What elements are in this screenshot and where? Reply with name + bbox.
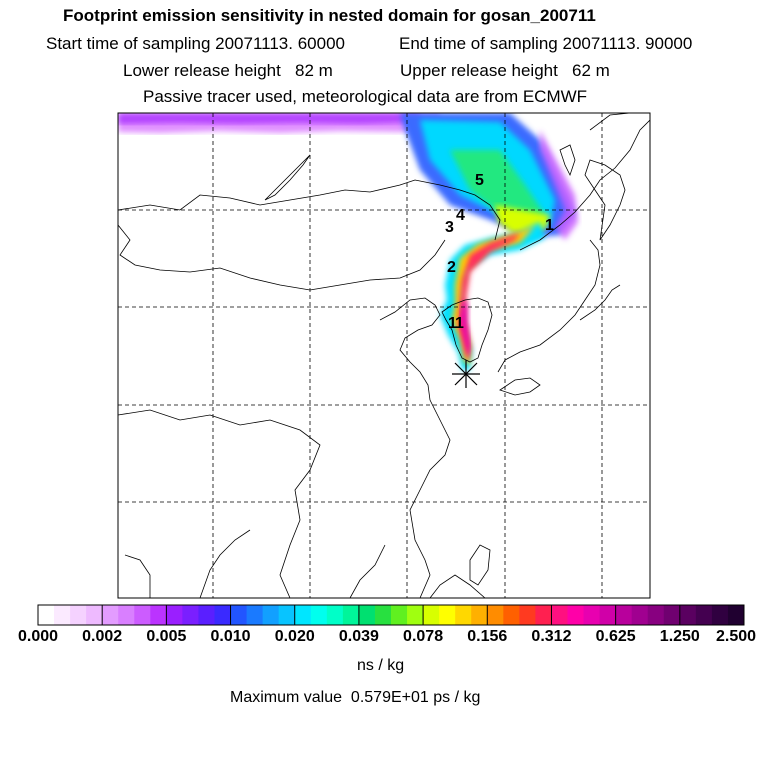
colorbar-segment: [166, 605, 183, 625]
colorbar-segment: [551, 605, 568, 625]
colorbar-segment: [262, 605, 280, 625]
coastlines: [118, 113, 650, 598]
colorbar-segment: [198, 605, 215, 625]
colorbar-segment: [134, 605, 151, 625]
colorbar-unit: ns / kg: [357, 657, 405, 674]
graticule: [118, 113, 650, 598]
trajectory-label: 1: [455, 315, 464, 332]
colorbar-frame: [37, 604, 745, 626]
lower-release-label: Lower release height 82 m: [123, 61, 333, 80]
map-title: Footprint emission sensitivity in nested…: [63, 6, 596, 25]
colorbar-segment: [423, 605, 440, 625]
colorbar-segment: [711, 605, 729, 625]
trajectory-label: 5: [475, 172, 484, 189]
start-time-label: Start time of sampling 20071113. 60000: [46, 34, 345, 53]
colorbar-segment: [358, 605, 376, 625]
colorbar-segment: [583, 605, 601, 625]
colorbar-segment: [439, 605, 456, 625]
colorbar-tick-label: 0.005: [146, 628, 187, 645]
colorbar-segment: [326, 605, 344, 625]
colorbar-segment: [727, 605, 745, 625]
trajectory-label: 3: [445, 219, 454, 236]
trajectory-label: 2: [447, 259, 456, 276]
colorbar-segment: [150, 605, 167, 625]
colorbar-segment: [455, 605, 472, 625]
colorbar-segment: [70, 605, 87, 625]
colorbar-segment: [535, 605, 552, 625]
colorbar-tick-label: 0.312: [531, 628, 572, 645]
trajectory-label: 1: [545, 217, 554, 234]
colorbar-segment: [38, 605, 55, 625]
colorbar-tick-label: 2.500: [715, 628, 757, 645]
max-value-label: Maximum value 0.579E+01 ps / kg: [230, 689, 481, 706]
trajectory-label: 4: [456, 207, 465, 224]
colorbar-segment: [599, 605, 617, 625]
colorbar-segment: [374, 605, 392, 625]
colorbar-segment: [503, 605, 520, 625]
colorbar-tick-label: 0.002: [82, 628, 123, 645]
colorbar-segment: [631, 605, 649, 625]
colorbar-segment: [118, 605, 135, 625]
colorbar-segment: [278, 605, 296, 625]
colorbar-segment: [407, 605, 424, 625]
colorbar-tick-label: 0.000: [17, 628, 59, 645]
tracer-note: Passive tracer used, meteorological data…: [143, 87, 588, 106]
colorbar-segment: [471, 605, 488, 625]
trajectory-label: 1: [448, 315, 457, 332]
colorbar-segment: [246, 605, 264, 625]
colorbar-tick-label: 0.625: [595, 628, 636, 645]
colorbar-tick-label: 0.078: [403, 628, 444, 645]
colorbar-tick-label: 0.010: [210, 628, 251, 645]
colorbar-tick-label: 0.020: [274, 628, 315, 645]
colorbar-segment: [230, 605, 248, 625]
colorbar-segment: [695, 605, 713, 625]
colorbar: [37, 604, 745, 626]
colorbar-segment: [310, 605, 328, 625]
colorbar-segment: [663, 605, 681, 625]
colorbar-segment: [567, 605, 585, 625]
colorbar-segment: [182, 605, 199, 625]
colorbar-segment: [86, 605, 103, 625]
colorbar-segment: [487, 605, 504, 625]
colorbar-segment: [391, 605, 408, 625]
colorbar-segment: [615, 605, 633, 625]
colorbar-tick-label: 0.156: [467, 628, 508, 645]
map-frame: [117, 112, 651, 599]
colorbar-segment: [294, 605, 312, 625]
end-time-label: End time of sampling 20071113. 90000: [399, 34, 693, 53]
colorbar-tick-label: 1.250: [659, 628, 700, 645]
colorbar-segment: [214, 605, 232, 625]
upper-release-label: Upper release height 62 m: [400, 61, 610, 80]
colorbar-segment: [519, 605, 536, 625]
colorbar-segment: [679, 605, 697, 625]
colorbar-segment: [342, 605, 360, 625]
colorbar-segment: [102, 605, 119, 625]
colorbar-segment: [647, 605, 665, 625]
colorbar-tick-label: 0.039: [338, 628, 379, 645]
sensitivity-plume: [118, 113, 578, 370]
colorbar-segment: [54, 605, 71, 625]
receptor-marker: [452, 360, 480, 388]
